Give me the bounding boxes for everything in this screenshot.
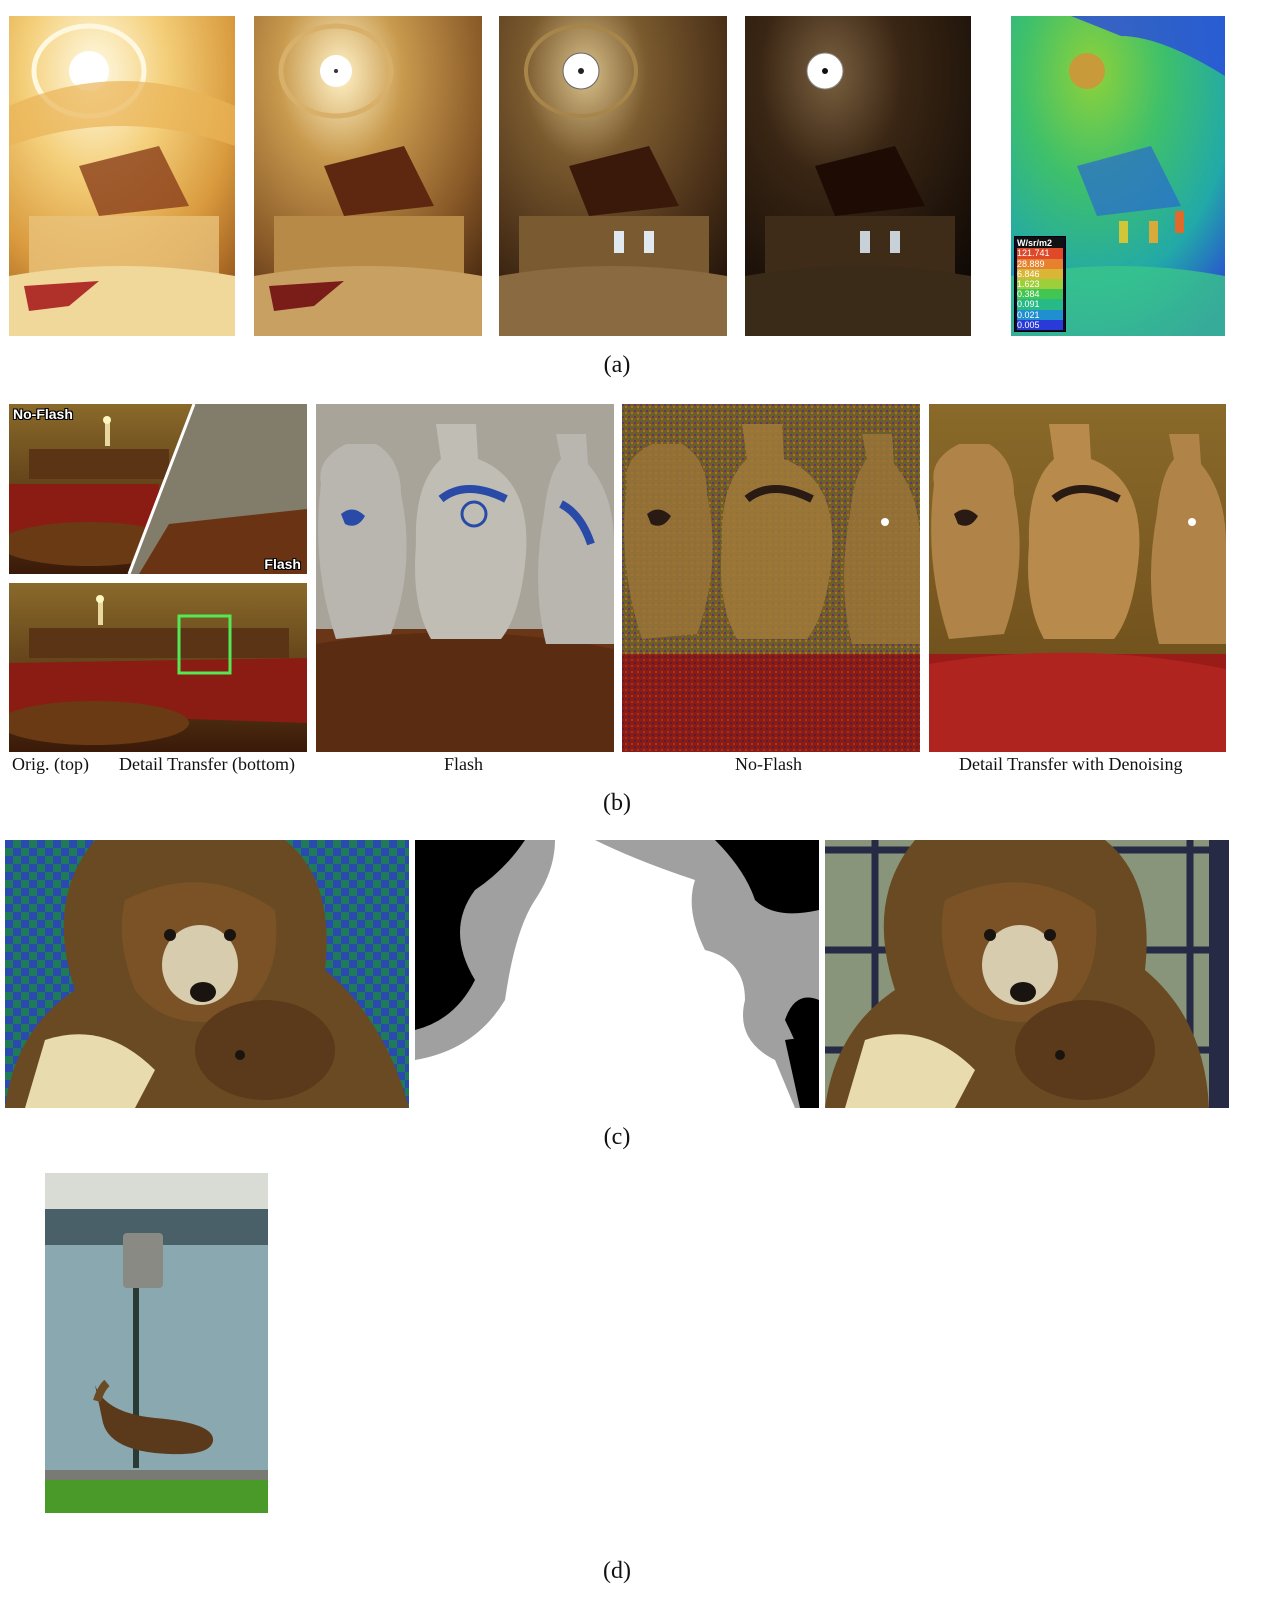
- church-exposure-2: [254, 16, 482, 336]
- caption-c: (c): [577, 1124, 657, 1151]
- legend-value: 0.091: [1017, 299, 1063, 309]
- legend-value: 0.021: [1017, 310, 1063, 320]
- label-flash: Flash: [444, 754, 483, 775]
- church-exposure-1: [9, 16, 235, 336]
- overlay-no-flash: No-Flash: [13, 406, 73, 422]
- label-detail-transfer-bottom: Detail Transfer (bottom): [119, 754, 295, 775]
- label-orig-top: Orig. (top): [12, 754, 89, 775]
- label-no-flash: No-Flash: [735, 754, 802, 775]
- jugs-no-flash: [622, 404, 920, 752]
- legend-value: 0.005: [1017, 320, 1063, 330]
- legend-value: 28.889: [1017, 259, 1063, 269]
- cellar-orig-split: No-Flash Flash: [9, 404, 307, 574]
- jugs-detail-transfer-denoised: [929, 404, 1226, 752]
- caption-a: (a): [577, 352, 657, 379]
- jugs-flash: [316, 404, 614, 752]
- trimap: [415, 840, 819, 1108]
- bear-on-checkerboard: [5, 840, 409, 1108]
- label-detail-transfer-denoising: Detail Transfer with Denoising: [959, 754, 1182, 775]
- legend-value: 1.623: [1017, 279, 1063, 289]
- legend-value: 0.384: [1017, 289, 1063, 299]
- church-false-color-map: W/sr/m2 121.741 28.889 6.846 1.623 0.384…: [1011, 16, 1225, 336]
- legend-unit: W/sr/m2: [1017, 238, 1063, 248]
- caption-d: (d): [577, 1558, 657, 1585]
- inpainting-step-1: [45, 1173, 268, 1513]
- overlay-flash: Flash: [264, 556, 301, 572]
- luminance-legend: W/sr/m2 121.741 28.889 6.846 1.623 0.384…: [1014, 236, 1066, 332]
- church-exposure-3: [499, 16, 727, 336]
- caption-b: (b): [577, 790, 657, 817]
- cellar-detail-transfer: [9, 583, 307, 752]
- legend-value: 6.846: [1017, 269, 1063, 279]
- legend-value: 121.741: [1017, 248, 1063, 258]
- church-exposure-4: [745, 16, 971, 336]
- bear-composite-window: [825, 840, 1229, 1108]
